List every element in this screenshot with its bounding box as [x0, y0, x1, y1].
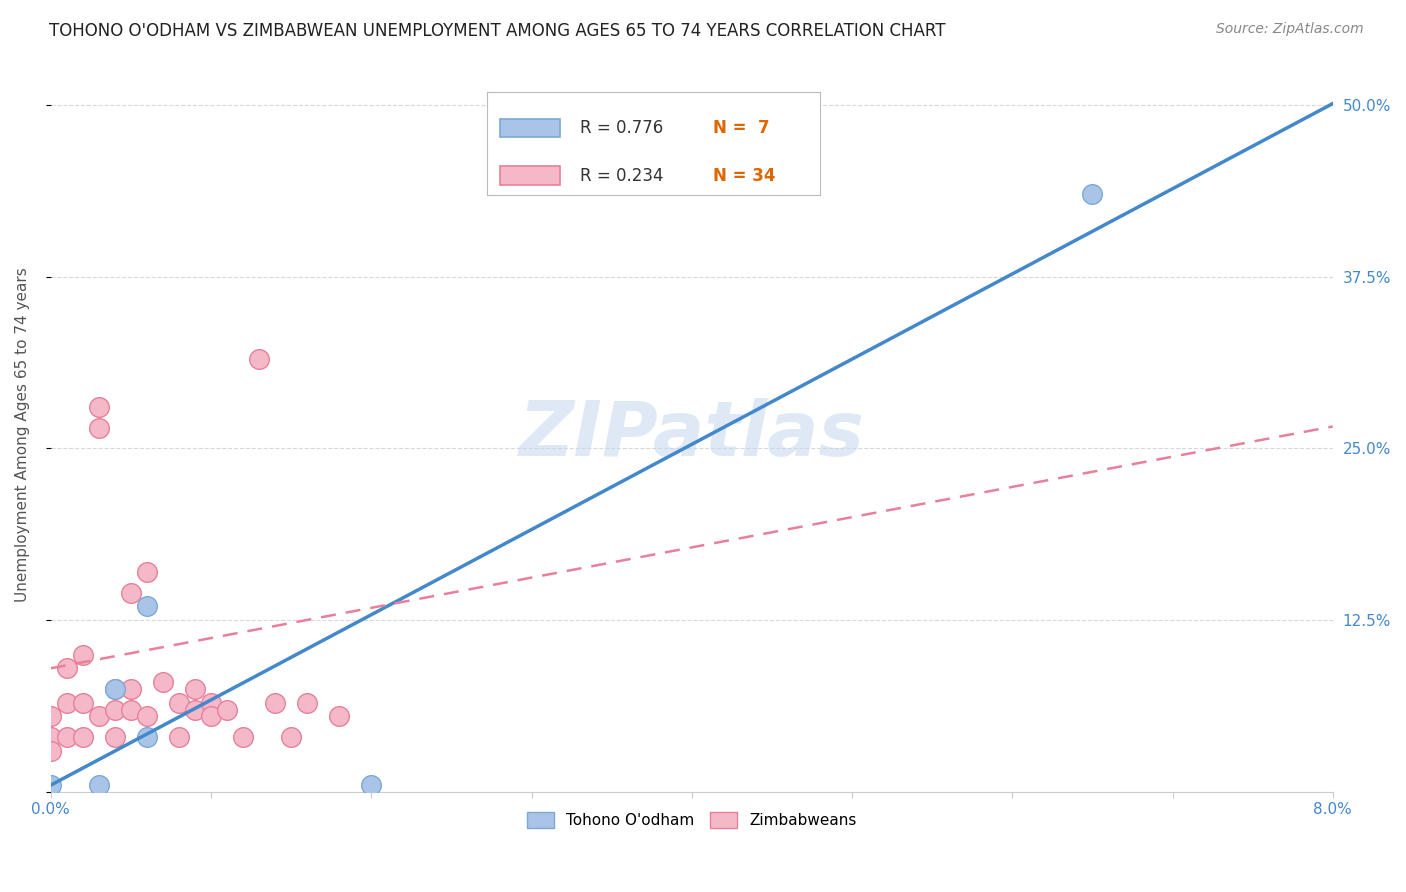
Point [87, 421, 110, 435]
Point [167, 730, 190, 744]
Point [56, 696, 79, 710]
Point [184, 702, 207, 716]
Point [167, 696, 190, 710]
Point [87, 778, 110, 792]
Point [87, 709, 110, 723]
Point [217, 702, 239, 716]
Point [120, 702, 142, 716]
Point [232, 730, 254, 744]
Point [39, 778, 62, 792]
Point [152, 675, 174, 690]
Point [184, 681, 207, 696]
Text: TOHONO O'ODHAM VS ZIMBABWEAN UNEMPLOYMENT AMONG AGES 65 TO 74 YEARS CORRELATION : TOHONO O'ODHAM VS ZIMBABWEAN UNEMPLOYMEN… [49, 22, 946, 40]
Text: ZIPatlas: ZIPatlas [519, 398, 865, 472]
Point [297, 696, 319, 710]
Point [39, 730, 62, 744]
Point [104, 730, 127, 744]
Point [72, 730, 94, 744]
Point [56, 661, 79, 675]
Point [247, 352, 270, 367]
Point [280, 730, 302, 744]
Text: Source: ZipAtlas.com: Source: ZipAtlas.com [1216, 22, 1364, 37]
Point [328, 709, 350, 723]
Y-axis label: Unemployment Among Ages 65 to 74 years: Unemployment Among Ages 65 to 74 years [15, 268, 30, 602]
Point [136, 709, 159, 723]
Point [104, 681, 127, 696]
Point [136, 599, 159, 614]
Point [120, 585, 142, 599]
Point [104, 702, 127, 716]
Point [360, 778, 382, 792]
Point [72, 696, 94, 710]
Point [1081, 187, 1104, 202]
Legend: Tohono O'odham, Zimbabweans: Tohono O'odham, Zimbabweans [520, 806, 863, 834]
Point [104, 681, 127, 696]
Point [200, 696, 222, 710]
Point [136, 565, 159, 579]
Point [56, 730, 79, 744]
Point [200, 709, 222, 723]
Point [136, 730, 159, 744]
Point [72, 648, 94, 662]
Point [264, 696, 287, 710]
Point [87, 401, 110, 415]
Point [120, 681, 142, 696]
Point [39, 709, 62, 723]
Point [39, 744, 62, 758]
